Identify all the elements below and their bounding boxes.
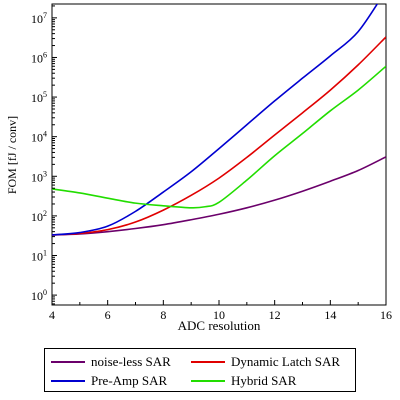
- x-axis-label: ADC resolution: [178, 318, 261, 333]
- curves-group: [52, 4, 386, 236]
- y-axis: 100 101 102 103 104 105 106 107: [31, 5, 57, 305]
- legend-label-pre-amp-sar: Pre-Amp SAR: [91, 372, 168, 388]
- legend-item-hybrid-sar: Hybrid SAR: [191, 371, 296, 390]
- series-line-dynamic-latch-sar: [52, 36, 386, 236]
- x-tick-label: 6: [105, 308, 111, 322]
- x-axis: 4 6 8 10 12 14 16: [49, 300, 392, 322]
- legend-label-hybrid-sar: Hybrid SAR: [231, 372, 297, 388]
- y-tick-label: 102: [31, 209, 47, 224]
- legend-item-dynamic-latch-sar: Dynamic Latch SAR: [191, 352, 340, 371]
- legend-swatch-noise-less-sar: [51, 360, 85, 363]
- x-tick-label: 4: [49, 308, 55, 322]
- y-tick-label: 101: [31, 248, 47, 263]
- y-tick-label: 104: [31, 130, 47, 145]
- y-tick-label: 103: [31, 169, 47, 184]
- x-tick-label: 12: [269, 308, 281, 322]
- legend-item-noise-less-sar: noise-less SAR: [51, 352, 171, 371]
- x-tick-label: 16: [380, 308, 392, 322]
- y-axis-label: FOM [fJ / conv]: [5, 116, 19, 194]
- y-tick-label: 100: [31, 288, 47, 303]
- x-tick-label: 10: [213, 308, 225, 322]
- fom-vs-resolution-chart: 4 6 8 10 12 14 16 100 101 102 103 104 105 106 107 ADC…: [5, 3, 392, 333]
- legend-swatch-dynamic-latch-sar: [191, 360, 225, 363]
- legend-label-noise-less-sar: noise-less SAR: [91, 353, 171, 369]
- x-tick-label: 8: [160, 308, 166, 322]
- y-tick-label: 105: [31, 90, 47, 105]
- x-tick-label: 14: [324, 308, 336, 322]
- series-line-pre-amp-sar: [52, 4, 379, 236]
- series-line-hybrid-sar: [52, 65, 386, 209]
- plot-area-frame: [51, 3, 387, 306]
- y-tick-label: 106: [31, 50, 47, 65]
- y-tick-label: 107: [31, 11, 47, 26]
- legend-swatch-hybrid-sar: [191, 379, 225, 382]
- legend-label-dynamic-latch-sar: Dynamic Latch SAR: [231, 353, 341, 369]
- legend-item-pre-amp-sar: Pre-Amp SAR: [51, 371, 167, 390]
- series-line-noise-less-sar: [52, 156, 386, 236]
- legend: noise-less SAR Dynamic Latch SAR Pre-Amp…: [44, 348, 356, 392]
- legend-swatch-pre-amp-sar: [51, 379, 85, 382]
